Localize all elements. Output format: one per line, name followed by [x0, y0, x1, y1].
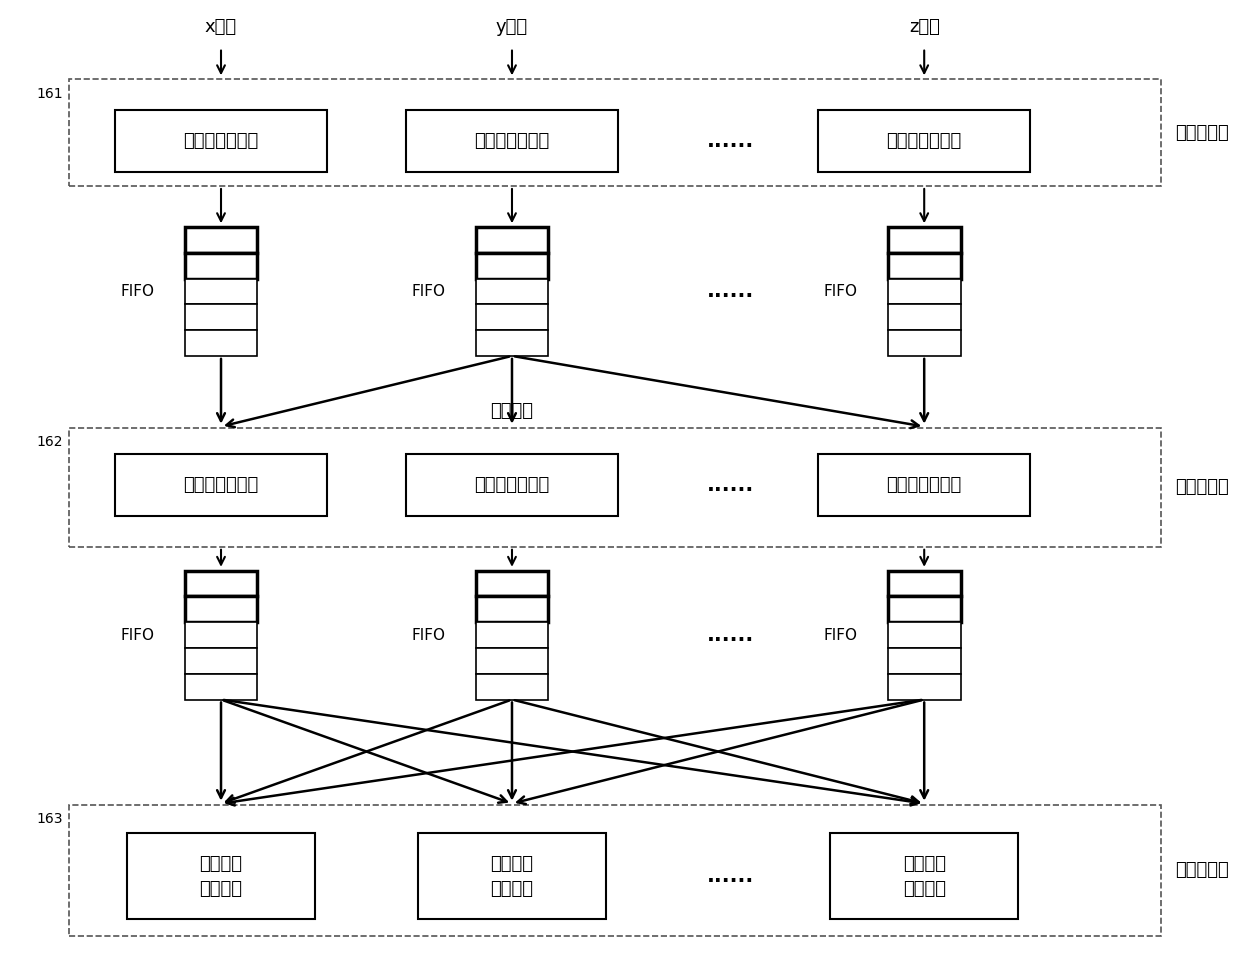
Bar: [185, 622, 258, 648]
Text: FIFO: FIFO: [412, 284, 445, 299]
FancyBboxPatch shape: [818, 454, 1030, 516]
Text: ......: ......: [707, 475, 754, 494]
Text: 序列预处理模块: 序列预处理模块: [184, 132, 259, 150]
Bar: [69, 79, 1161, 186]
FancyBboxPatch shape: [115, 454, 327, 516]
Text: 欧式距离
计算模块: 欧式距离 计算模块: [491, 854, 533, 898]
Text: 欧式距离
计算模块: 欧式距离 计算模块: [200, 854, 243, 898]
Bar: [476, 648, 548, 674]
FancyBboxPatch shape: [126, 833, 315, 919]
Bar: [185, 278, 258, 304]
Text: 最短序列: 最短序列: [491, 402, 533, 420]
Bar: [888, 596, 961, 622]
Bar: [69, 804, 1161, 936]
Bar: [185, 330, 258, 356]
Bar: [888, 570, 961, 596]
Text: 互相关计算模块: 互相关计算模块: [475, 476, 549, 493]
Text: 序列预处理模块: 序列预处理模块: [475, 132, 549, 150]
FancyBboxPatch shape: [418, 833, 606, 919]
Text: 互相关计算模块: 互相关计算模块: [184, 476, 259, 493]
Text: ......: ......: [707, 625, 754, 645]
FancyBboxPatch shape: [405, 454, 618, 516]
Text: 162: 162: [37, 435, 63, 449]
Text: ......: ......: [707, 281, 754, 301]
Bar: [888, 674, 961, 700]
Bar: [185, 674, 258, 700]
Bar: [888, 648, 961, 674]
FancyBboxPatch shape: [115, 110, 327, 172]
Bar: [888, 304, 961, 330]
Text: y序列: y序列: [496, 18, 528, 36]
Bar: [185, 570, 258, 596]
Bar: [888, 252, 961, 278]
Bar: [476, 252, 548, 278]
Bar: [185, 304, 258, 330]
FancyBboxPatch shape: [405, 110, 618, 172]
Bar: [476, 278, 548, 304]
Bar: [888, 278, 961, 304]
Bar: [185, 252, 258, 278]
Text: ......: ......: [707, 132, 754, 151]
Text: FIFO: FIFO: [120, 628, 154, 642]
Text: 161: 161: [37, 86, 63, 101]
Bar: [888, 622, 961, 648]
Text: 序列预处理模块: 序列预处理模块: [887, 132, 962, 150]
Bar: [476, 228, 548, 252]
Text: FIFO: FIFO: [120, 284, 154, 299]
Bar: [888, 228, 961, 252]
Bar: [69, 427, 1161, 547]
Text: 一级流水线: 一级流水线: [1176, 124, 1229, 141]
Text: z序列: z序列: [909, 18, 940, 36]
Text: FIFO: FIFO: [823, 284, 858, 299]
Bar: [185, 228, 258, 252]
FancyBboxPatch shape: [831, 833, 1018, 919]
Bar: [476, 330, 548, 356]
Bar: [476, 570, 548, 596]
Text: ......: ......: [707, 866, 754, 886]
FancyBboxPatch shape: [818, 110, 1030, 172]
Text: x序列: x序列: [205, 18, 237, 36]
Text: 二级流水线: 二级流水线: [1176, 478, 1229, 496]
Text: 互相关计算模块: 互相关计算模块: [887, 476, 962, 493]
Text: 欧式距离
计算模块: 欧式距离 计算模块: [903, 854, 946, 898]
Bar: [476, 674, 548, 700]
Bar: [476, 304, 548, 330]
Text: 163: 163: [37, 812, 63, 827]
Text: FIFO: FIFO: [823, 628, 858, 642]
Text: 三级流水线: 三级流水线: [1176, 861, 1229, 879]
Bar: [476, 622, 548, 648]
Bar: [476, 596, 548, 622]
Bar: [185, 648, 258, 674]
Bar: [185, 596, 258, 622]
Text: FIFO: FIFO: [412, 628, 445, 642]
Bar: [888, 330, 961, 356]
